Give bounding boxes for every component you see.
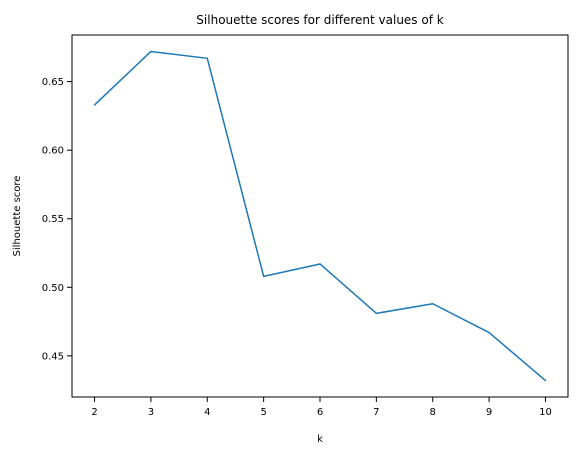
data-point xyxy=(431,303,434,305)
data-point xyxy=(319,263,321,265)
data-point xyxy=(375,312,378,315)
x-tick-label: 9 xyxy=(486,407,492,418)
y-tick-label: 0.55 xyxy=(42,214,64,225)
y-tick-label: 0.45 xyxy=(42,351,64,362)
x-tick-label: 5 xyxy=(260,407,266,418)
y-axis-label: Silhouette score xyxy=(12,176,23,257)
x-tick-label: 2 xyxy=(91,407,97,418)
y-tick-label: 0.50 xyxy=(42,283,64,294)
data-point xyxy=(544,379,547,382)
x-tick-label: 7 xyxy=(373,407,379,418)
data-point xyxy=(262,275,265,278)
x-axis-label: k xyxy=(317,434,323,445)
y-tick-label: 0.60 xyxy=(42,146,64,157)
y-tick-label: 0.65 xyxy=(42,77,64,88)
x-tick-label: 3 xyxy=(148,407,154,418)
x-axis-ticks: 2 3 4 5 6 7 8 9 10 xyxy=(91,397,552,418)
data-point xyxy=(488,331,490,334)
data-point xyxy=(150,50,152,53)
plot-frame xyxy=(71,34,569,398)
x-tick-label: 10 xyxy=(539,407,552,418)
data-point xyxy=(93,104,96,106)
series-layer xyxy=(93,50,547,382)
x-tick-label: 8 xyxy=(430,407,436,418)
chart-title: Silhouette scores for different values o… xyxy=(196,13,443,27)
x-tick-label: 6 xyxy=(317,407,323,418)
x-tick-label: 4 xyxy=(204,407,210,418)
data-point xyxy=(206,57,209,60)
y-axis-ticks: 0.45 0.50 0.55 0.60 0.65 xyxy=(42,77,72,362)
series-line xyxy=(94,50,546,382)
